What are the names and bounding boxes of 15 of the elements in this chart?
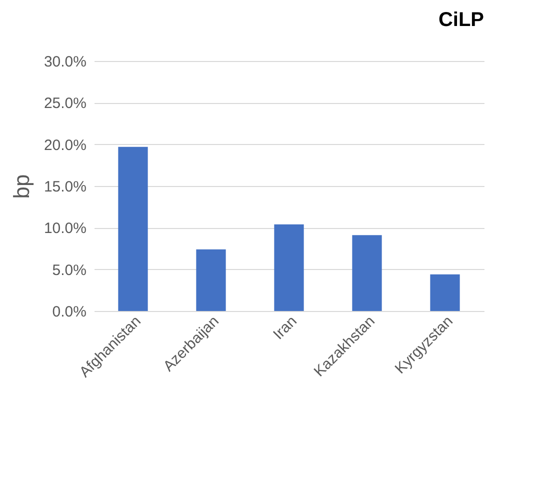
y-tick-label: 30.0% <box>44 54 86 70</box>
y-tick-label: 15.0% <box>44 178 86 196</box>
y-tick-label: 0.0% <box>52 304 86 320</box>
bar <box>118 146 148 311</box>
x-tick-label: Iran <box>270 312 300 344</box>
y-tick-label: 20.0% <box>44 136 86 154</box>
bar <box>274 224 304 311</box>
y-axis-title: bp <box>8 174 34 199</box>
y-tick-label: 10.0% <box>44 220 86 238</box>
y-tick-label: 5.0% <box>52 262 86 279</box>
bar <box>196 249 226 311</box>
y-tick-label: 25.0% <box>44 95 86 112</box>
bar <box>352 235 382 311</box>
chart-title: CiLP <box>438 9 484 31</box>
bar <box>430 274 460 311</box>
